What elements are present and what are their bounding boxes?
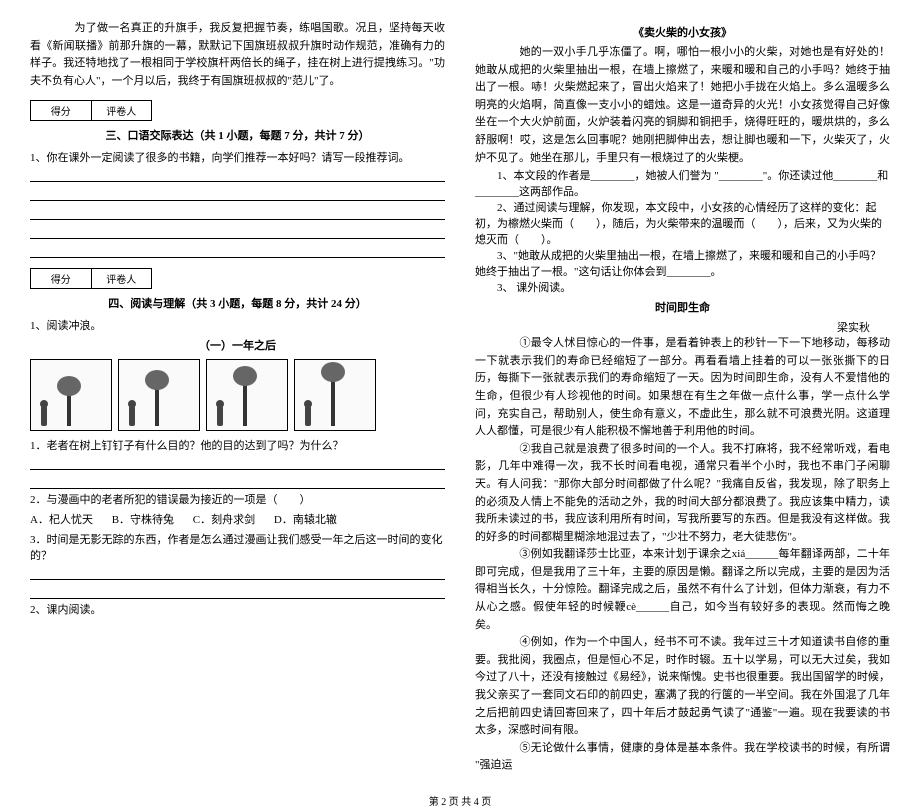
right-p6: ⑤无论做什么事情，健康的身体是基本条件。我在学校读书的时候，有所谓 "强迫运 <box>475 740 890 775</box>
answer-line[interactable] <box>30 184 445 201</box>
right-p4: ③例如我翻译莎士比亚，本来计划于课余之xiá______每年翻译两部，二十年即可… <box>475 546 890 634</box>
section-3-title: 三、口语交际表达（共 1 小题，每题 7 分，共计 7 分） <box>30 127 445 143</box>
right-p3: ②我自己就是浪费了很多时间的一个人。我不打麻将，我不经常听戏，看电影，几年中难得… <box>475 441 890 547</box>
section-4-title: 四、阅读与理解（共 3 小题，每题 8 分，共计 24 分） <box>30 295 445 311</box>
score-label-1b: 评卷人 <box>92 101 152 120</box>
score-label-2a: 得分 <box>31 269 92 288</box>
right-q1: 1、本文段的作者是________，她被人们誉为 "________"。你还读过… <box>475 167 890 199</box>
q4-2-text: 2、课内阅读。 <box>30 601 445 617</box>
option-d[interactable]: D．南辕北辙 <box>274 511 337 527</box>
option-c[interactable]: C．刻舟求剑 <box>193 511 255 527</box>
right-q2: 2、通过阅读与理解，你发现，本文段中，小女孩的心情经历了这样的变化：起初，为檫燃… <box>475 199 890 247</box>
score-label-2b: 评卷人 <box>92 269 152 288</box>
answer-line[interactable] <box>30 222 445 239</box>
options-row: A．杞人忧天 B．守株待兔 C．刻舟求剑 D．南辕北辙 <box>30 511 445 527</box>
right-q3: 3、"她敢从成把的火柴里抽出一根，在墙上擦燃了，来暖和暖和自己的小手吗？她终于抽… <box>475 247 890 279</box>
answer-line[interactable] <box>30 165 445 182</box>
q4-1-1: 1．老者在树上钉钉子有什么目的？他的目的达到了吗？为什么？ <box>30 437 445 453</box>
answer-line[interactable] <box>30 472 445 489</box>
option-a[interactable]: A．杞人忧天 <box>30 511 93 527</box>
q3-1-text: 1、你在课外一定阅读了很多的书籍，向学们推荐一本好吗？请写一段推荐词。 <box>30 149 445 165</box>
q4-1-text: 1、阅读冲浪。 <box>30 317 445 333</box>
intro-paragraph: 为了做一名真正的升旗手，我反复把握节奏，练唱国歌。况且，坚持每天收看《新闻联播》… <box>30 20 445 90</box>
right-author: 梁实秋 <box>475 319 870 335</box>
answer-line[interactable] <box>30 241 445 258</box>
right-q4: 3、 课外阅读。 <box>475 279 890 295</box>
score-box-1: 得分 评卷人 <box>30 100 152 121</box>
illustration-2 <box>118 359 200 431</box>
illustration-4 <box>294 359 376 431</box>
right-p1: 她的一双小手几乎冻僵了。啊，哪怕一根小小的火柴，对她也是有好处的！她敢从成把的火… <box>475 44 890 167</box>
illustration-1 <box>30 359 112 431</box>
option-b[interactable]: B．守株待兔 <box>112 511 174 527</box>
page-footer: 第 2 页 共 4 页 <box>0 793 920 808</box>
answer-line[interactable] <box>30 563 445 580</box>
sub1-title: （一）一年之后 <box>30 337 445 353</box>
right-p5: ④例如，作为一个中国人，经书不可不读。我年过三十才知道读书自修的重要。我批阅，我… <box>475 634 890 740</box>
illustration-row <box>30 359 445 431</box>
answer-line[interactable] <box>30 203 445 220</box>
illustration-3 <box>206 359 288 431</box>
right-p2: ①最令人怵目惊心的一件事，是看着钟表上的秒针一下一下地移动，每移动一下就表示我们… <box>475 335 890 441</box>
answer-line[interactable] <box>30 453 445 470</box>
answer-line[interactable] <box>30 582 445 599</box>
score-box-2: 得分 评卷人 <box>30 268 152 289</box>
q4-1-3: 3．时间是无影无踪的东西，作者是怎么通过漫画让我们感受一年之后这一时间的变化的？ <box>30 531 445 563</box>
score-label-1a: 得分 <box>31 101 92 120</box>
q4-1-2: 2．与漫画中的老者所犯的错误最为接近的一项是（ ） <box>30 491 445 507</box>
right-title-2: 时间即生命 <box>475 299 890 315</box>
right-title-1: 《卖火柴的小女孩》 <box>475 24 890 40</box>
